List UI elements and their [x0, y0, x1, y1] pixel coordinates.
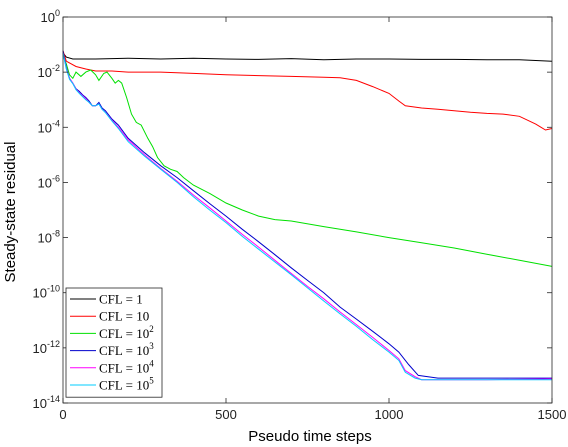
y-tick-label: 10-4 — [38, 118, 60, 135]
y-tick-label: 10-12 — [33, 339, 60, 356]
x-tick-label: 1500 — [538, 407, 567, 422]
legend-box — [65, 287, 163, 398]
legend-entry: CFL = 102 — [99, 324, 154, 341]
x-tick-label: 1000 — [375, 407, 404, 422]
series-line-5 — [62, 52, 553, 381]
legend-entry: CFL = 1 — [99, 292, 143, 307]
legend-entry: CFL = 103 — [99, 341, 154, 358]
axes-frame — [62, 16, 553, 404]
series-lines — [62, 50, 553, 381]
x-tick-label: 500 — [215, 407, 237, 422]
series-line-2 — [62, 50, 553, 131]
x-tick-label: 0 — [59, 407, 66, 422]
legend-entry: CFL = 104 — [99, 358, 154, 375]
legend-entry: CFL = 10 — [99, 309, 149, 324]
y-tick-label: 10-14 — [33, 394, 60, 411]
legend-entry: CFL = 105 — [99, 376, 154, 393]
series-line-1 — [62, 52, 553, 62]
y-tick-label: 10-2 — [38, 63, 60, 80]
y-tick-label: 10-6 — [38, 173, 60, 190]
axes: 0 500 1000 1500 100 10-2 10-4 10-6 10-8 10-10 10-1… — [33, 8, 567, 422]
y-tick-label: 100 — [41, 8, 60, 25]
y-tick-label: 10-10 — [33, 284, 60, 301]
y-axis-label: Steady-state residual — [2, 142, 19, 283]
series-line-3 — [62, 55, 553, 267]
y-tick-label: 10-8 — [38, 229, 60, 246]
series-line-4 — [62, 50, 552, 379]
x-axis-label: Pseudo time steps — [248, 428, 371, 445]
series-line-6 — [62, 52, 552, 381]
